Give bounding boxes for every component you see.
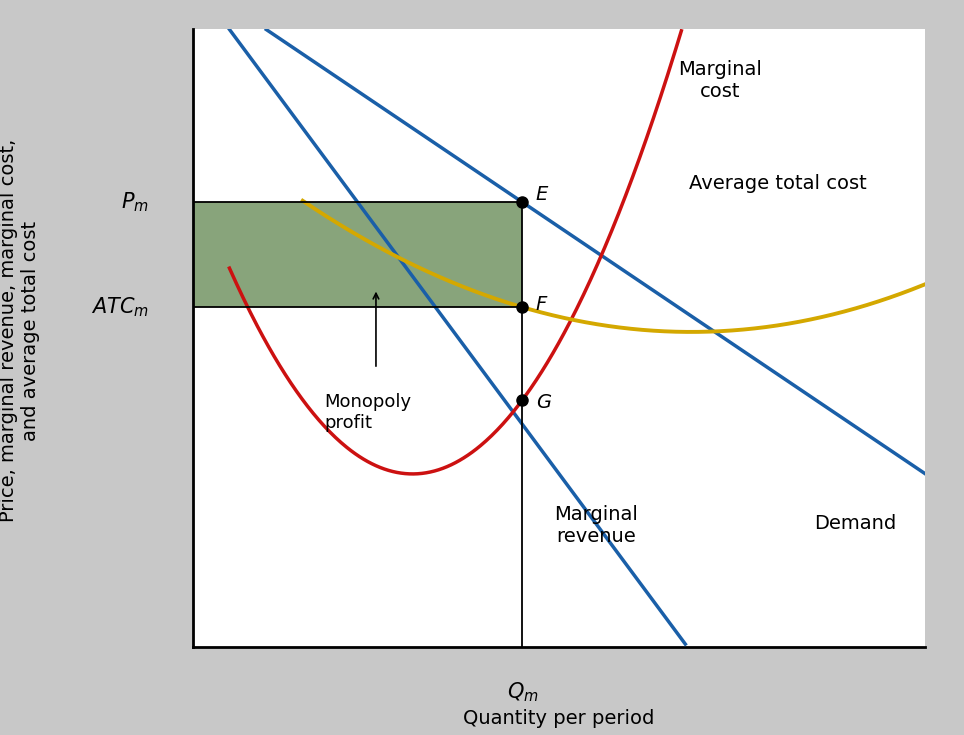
Text: Marginal
cost: Marginal cost [679, 60, 763, 101]
Text: Average total cost: Average total cost [689, 174, 867, 193]
Text: Demand: Demand [814, 514, 897, 533]
Text: Quantity per period: Quantity per period [464, 709, 655, 728]
Text: $\mathit{ATC}_\mathregular{m}$: $\mathit{ATC}_\mathregular{m}$ [91, 295, 148, 319]
Text: G: G [536, 393, 550, 412]
Text: Monopoly
profit: Monopoly profit [325, 392, 412, 431]
Text: $\mathit{P}_\mathregular{m}$: $\mathit{P}_\mathregular{m}$ [121, 190, 148, 214]
Text: Price, marginal revenue, marginal cost,
and average total cost: Price, marginal revenue, marginal cost, … [0, 139, 40, 523]
Text: $\mathit{Q}_\mathregular{m}$: $\mathit{Q}_\mathregular{m}$ [507, 681, 538, 704]
Text: Marginal
revenue: Marginal revenue [553, 505, 638, 546]
Text: E: E [536, 185, 549, 204]
Text: F: F [536, 295, 547, 314]
Bar [193, 202, 522, 307]
